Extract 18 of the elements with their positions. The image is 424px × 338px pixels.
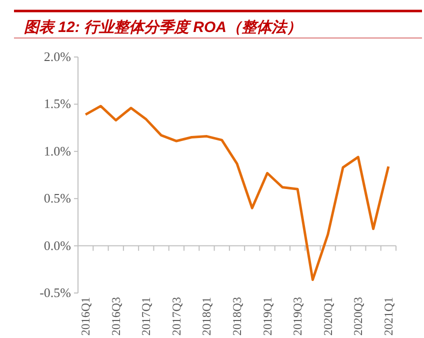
y-tick-label: 0.0% (44, 238, 72, 253)
x-tick-label: 2021Q1 (381, 297, 396, 336)
x-tick-label: 2018Q1 (200, 297, 214, 336)
y-tick-label: 1.0% (44, 143, 72, 158)
x-tick-label: 2020Q3 (351, 297, 366, 336)
x-tick-label: 2016Q1 (78, 297, 93, 336)
x-tick-label: 2019Q1 (260, 297, 274, 336)
y-tick-label: -0.5% (40, 285, 72, 300)
x-tick-label: 2019Q3 (290, 297, 305, 336)
x-tick-label: 2018Q3 (230, 297, 244, 336)
x-tick-label: 2020Q1 (320, 297, 335, 336)
x-tick-label: 2016Q3 (108, 297, 123, 336)
y-tick-label: 0.5% (44, 190, 72, 206)
x-tick-label: 2017Q3 (169, 297, 184, 336)
y-tick-label: 1.5% (44, 96, 72, 112)
x-tick-label: 2017Q1 (139, 297, 154, 336)
title: 图表 12: 行业整体分季度 ROA（整体法） (24, 19, 302, 36)
y-tick-label: 2.0% (44, 49, 72, 64)
